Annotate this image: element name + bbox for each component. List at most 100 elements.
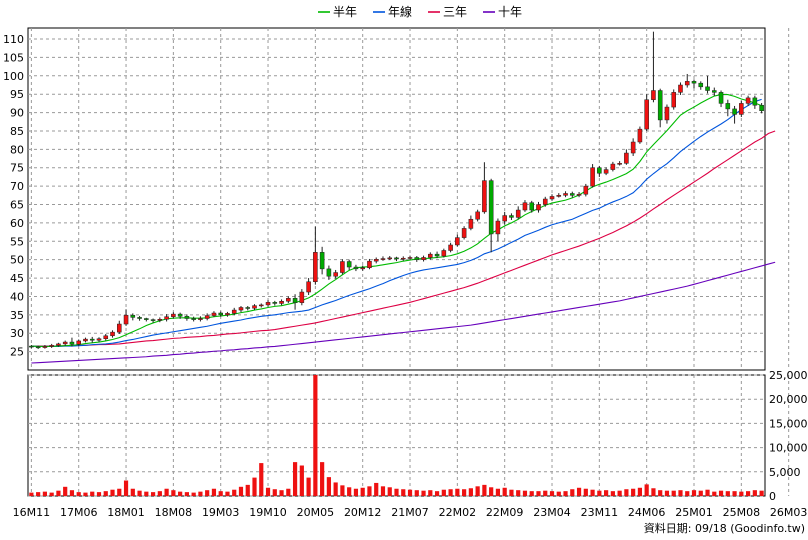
volume-bar xyxy=(752,490,757,496)
legend-label: 三年 xyxy=(443,5,467,19)
candle-body xyxy=(488,180,494,235)
candle-body xyxy=(353,266,359,270)
candle-body xyxy=(49,345,54,347)
volume-bar xyxy=(42,491,47,496)
legend-label: 半年 xyxy=(333,5,357,19)
candle-body xyxy=(759,104,764,111)
candle-body xyxy=(414,257,420,260)
volume-bar xyxy=(299,465,304,496)
volume-bar xyxy=(482,484,487,496)
candle-body xyxy=(536,204,541,211)
candle-body xyxy=(373,259,379,262)
candle-body xyxy=(637,128,643,143)
volume-bar xyxy=(238,486,244,496)
x-tick-label: 17M06 xyxy=(60,506,98,519)
volume-bar xyxy=(117,488,122,496)
candle-body xyxy=(279,300,284,304)
volume-bar xyxy=(103,491,108,496)
candle-body xyxy=(630,141,636,154)
volume-bar xyxy=(49,492,54,496)
ma-10y-line xyxy=(31,261,776,364)
candle-body xyxy=(69,341,75,345)
volume-bar xyxy=(90,491,95,496)
volume-bar xyxy=(624,489,629,496)
candle-body xyxy=(651,90,656,100)
x-tick-label: 26M03 xyxy=(770,506,808,519)
candle-body xyxy=(225,313,230,316)
candle-body xyxy=(326,268,332,277)
volume-bar xyxy=(705,489,710,496)
volume-bar xyxy=(340,485,345,496)
candle-body xyxy=(29,345,34,348)
candle-body xyxy=(421,257,426,260)
volume-bar xyxy=(462,489,467,496)
volume-bar xyxy=(421,490,426,496)
candle-body xyxy=(712,90,717,93)
x-tick-label: 22M02 xyxy=(439,506,477,519)
volume-bar xyxy=(732,491,737,496)
candle-body xyxy=(265,302,271,306)
x-tick-label: 18M01 xyxy=(107,506,145,519)
volume-bar xyxy=(171,490,176,496)
volume-bar xyxy=(691,490,697,496)
volume-bar xyxy=(441,489,446,496)
candle-body xyxy=(718,92,724,104)
volume-bar xyxy=(549,491,555,496)
candle-body xyxy=(238,307,244,311)
volume-bar xyxy=(157,491,162,496)
candle-body xyxy=(42,346,48,348)
candle-body xyxy=(745,97,751,104)
candle-body xyxy=(144,318,149,320)
volume-bar xyxy=(130,488,135,496)
volume-bar xyxy=(428,490,433,496)
volume-bar xyxy=(583,488,588,496)
candle-body xyxy=(509,215,514,218)
candle-body xyxy=(407,257,413,259)
volume-bar xyxy=(394,488,399,496)
volume-bar xyxy=(252,477,257,496)
volume-bar xyxy=(144,491,149,496)
volume-bar xyxy=(178,491,183,496)
price-tick-label: 25 xyxy=(10,346,24,359)
price-tick-label: 90 xyxy=(10,107,24,120)
volume-bar xyxy=(232,489,237,496)
candle-body xyxy=(110,331,115,337)
price-tick-label: 50 xyxy=(10,254,24,267)
candle-body xyxy=(590,167,595,187)
candle-body xyxy=(191,318,196,320)
candle-body xyxy=(211,312,217,316)
ma-half-line xyxy=(31,94,762,348)
x-tick-label: 24M06 xyxy=(628,506,666,519)
volume-bar xyxy=(543,490,548,496)
candle-body xyxy=(258,304,264,307)
candle-body xyxy=(83,338,88,342)
volume-bar xyxy=(259,463,264,496)
volume-bar xyxy=(313,375,318,496)
x-tick-label: 16M11 xyxy=(13,506,51,519)
candle-body xyxy=(204,315,210,319)
candle-body xyxy=(725,103,731,110)
volume-bar xyxy=(455,488,460,496)
volume-tick-label: 0 xyxy=(769,490,776,503)
x-tick-label: 21M07 xyxy=(391,506,429,519)
volume-bar xyxy=(759,490,764,496)
candle-body xyxy=(549,196,555,200)
x-tick-label: 18M08 xyxy=(155,506,193,519)
candle-body xyxy=(218,312,223,316)
volume-bar xyxy=(468,488,473,496)
candle-body xyxy=(583,185,589,195)
volume-bar xyxy=(590,489,595,496)
price-tick-label: 100 xyxy=(3,70,24,83)
candle-body xyxy=(475,211,480,220)
volume-bar xyxy=(495,488,501,496)
volume-bar xyxy=(407,489,413,496)
candle-body xyxy=(130,314,136,318)
x-tick-label: 23M11 xyxy=(581,506,619,519)
volume-tick-label: 15,000 xyxy=(769,417,808,430)
candle-body xyxy=(617,163,622,165)
volume-bar xyxy=(576,487,582,496)
volume-bar xyxy=(374,482,379,496)
candle-body xyxy=(570,193,575,196)
volume-bar xyxy=(211,488,217,496)
